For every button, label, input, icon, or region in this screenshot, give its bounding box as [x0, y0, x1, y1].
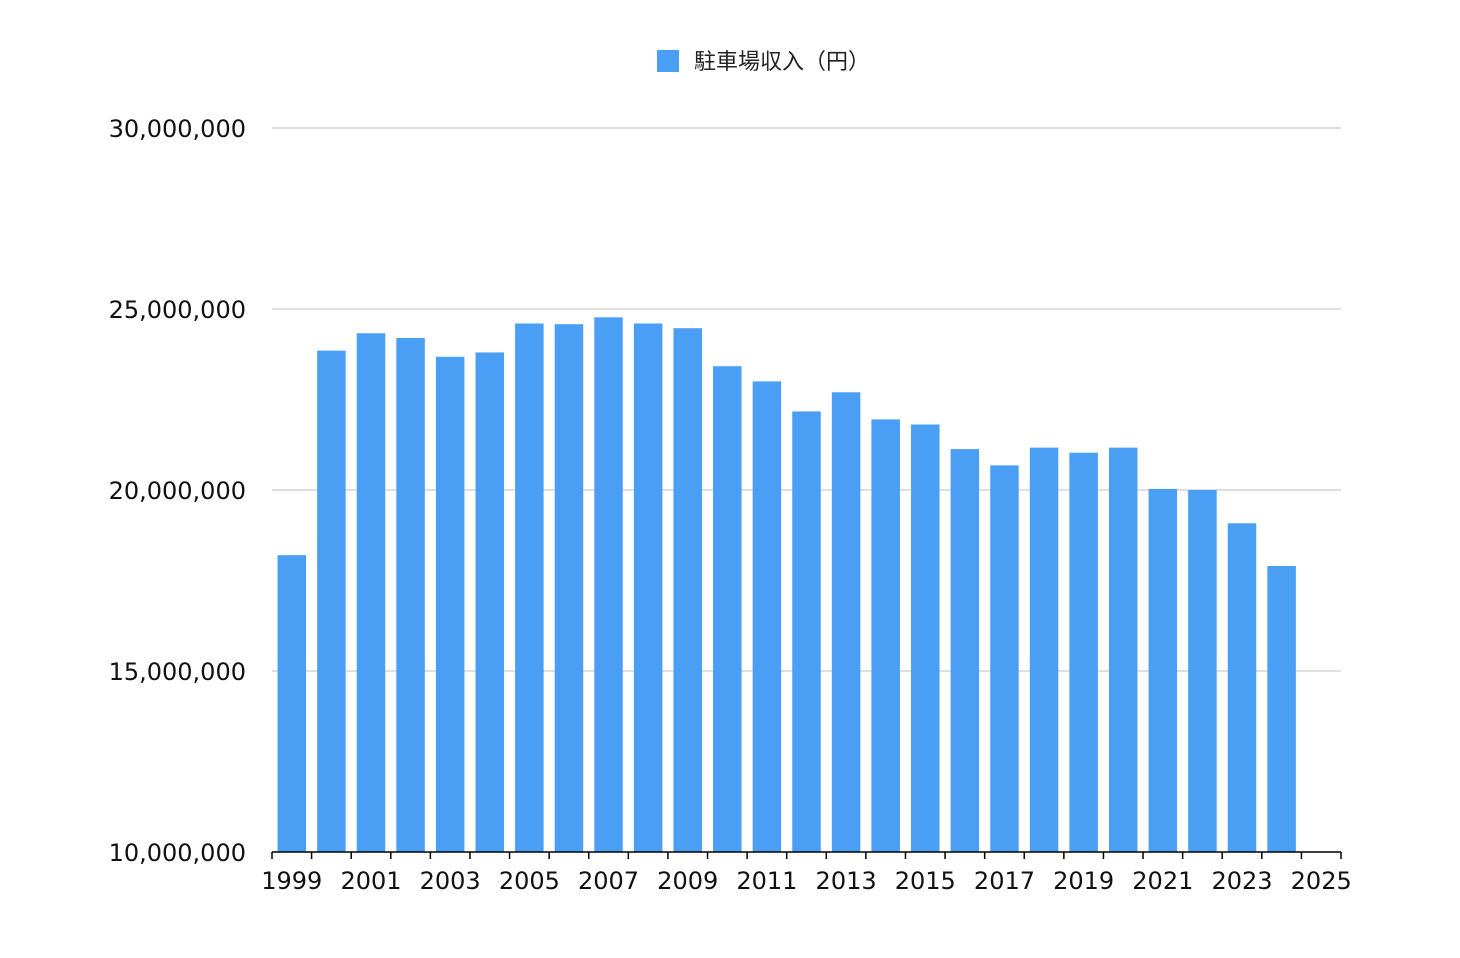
x-tick-label: 2021 [1132, 867, 1193, 895]
x-tick-label: 2013 [816, 867, 877, 895]
x-tick-label: 2015 [895, 867, 956, 895]
bar [911, 424, 940, 852]
bar [476, 352, 505, 852]
bar [713, 366, 742, 852]
legend-swatch [657, 50, 679, 72]
y-tick-label: 15,000,000 [109, 658, 246, 686]
bar [832, 392, 861, 852]
bar [436, 357, 465, 852]
y-tick-label: 30,000,000 [109, 115, 246, 143]
bar [634, 323, 663, 852]
bar [1109, 448, 1138, 852]
bar [951, 449, 980, 852]
x-tick-label: 2011 [736, 867, 797, 895]
bar [1228, 523, 1257, 852]
x-tick-label: 2025 [1291, 867, 1352, 895]
bar [1069, 453, 1098, 852]
x-tick-label: 2023 [1211, 867, 1272, 895]
x-tick-label: 2019 [1053, 867, 1114, 895]
y-tick-label: 20,000,000 [109, 477, 246, 505]
bar [1149, 489, 1178, 852]
bar [515, 323, 544, 852]
y-tick-label: 25,000,000 [109, 296, 246, 324]
bar [555, 324, 584, 852]
x-tick-label: 2005 [499, 867, 560, 895]
bar [357, 333, 386, 852]
bar [990, 465, 1019, 852]
bar [594, 317, 623, 852]
x-tick-label: 2003 [420, 867, 481, 895]
bar [396, 338, 425, 852]
legend: 駐車場収入（円） [657, 50, 870, 75]
x-tick-label: 2017 [974, 867, 1035, 895]
bar [673, 328, 702, 852]
bar [1030, 448, 1059, 852]
x-tick-label: 2007 [578, 867, 639, 895]
legend-label: 駐車場収入（円） [694, 50, 870, 75]
x-tick-label: 1999 [261, 867, 322, 895]
bar [871, 419, 900, 852]
y-tick-label: 10,000,000 [109, 839, 246, 867]
y-axis: 10,000,000 15,000,000 20,000,000 25,000,000… [109, 115, 246, 867]
bar [753, 381, 782, 852]
bar [278, 555, 307, 852]
x-tick-label: 2009 [657, 867, 718, 895]
bar [1267, 566, 1296, 852]
bar [1188, 490, 1217, 852]
x-tick-label: 2001 [340, 867, 401, 895]
x-axis: 1999 2001 2003 2005 2007 2009 2011 2013 2015 2017… [261, 852, 1351, 895]
bar [317, 351, 346, 852]
bars [278, 317, 1296, 852]
bar [792, 411, 821, 852]
